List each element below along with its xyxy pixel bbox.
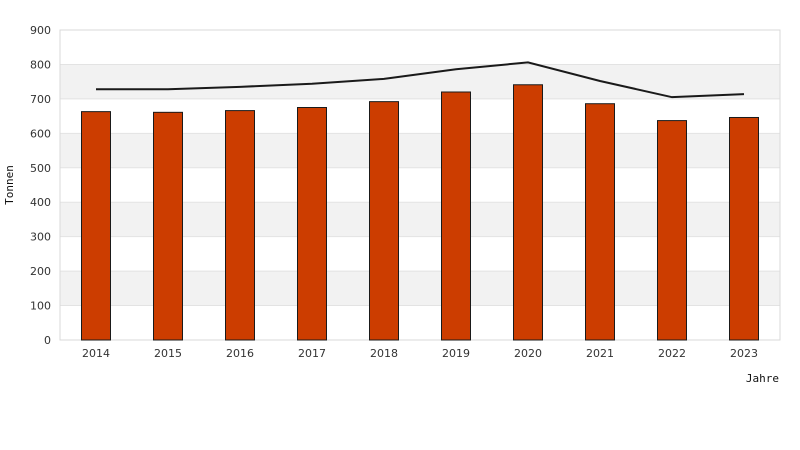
x-axis-ticks: 2014 2015 2016 2017 2018 2019 2020 2021 2022 2023 <box>82 347 758 360</box>
bar <box>225 110 255 341</box>
y-tick-label: 800 <box>30 58 51 71</box>
bar <box>657 120 687 341</box>
grid-band <box>60 64 780 99</box>
y-tick-label: 500 <box>30 162 51 175</box>
line-series <box>96 61 745 99</box>
bar <box>513 84 543 341</box>
x-axis-title: Jahre <box>746 372 779 385</box>
y-tick-label: 100 <box>30 300 51 313</box>
bar <box>369 101 399 341</box>
y-axis-title: Tonnen <box>3 165 16 205</box>
plot-frame <box>59 29 781 341</box>
bar <box>297 107 327 341</box>
x-tick-label: 2022 <box>658 347 686 360</box>
x-tick-label: 2017 <box>298 347 326 360</box>
bar <box>153 111 183 341</box>
y-tick-label: 0 <box>44 334 51 347</box>
y-tick-label: 700 <box>30 93 51 106</box>
x-tick-label: 2019 <box>442 347 470 360</box>
x-tick-label: 2020 <box>514 347 542 360</box>
bar-series <box>81 84 759 341</box>
y-tick-label: 300 <box>30 231 51 244</box>
x-tick-label: 2023 <box>730 347 758 360</box>
bar <box>441 91 471 341</box>
bar <box>729 116 759 341</box>
x-tick-label: 2021 <box>586 347 614 360</box>
x-tick-label: 2018 <box>370 347 398 360</box>
y-tick-label: 900 <box>30 24 51 37</box>
grid-band <box>60 30 780 65</box>
x-tick-label: 2016 <box>226 347 254 360</box>
y-axis-ticks: 0 100 200 300 400 500 600 700 800 900 <box>30 24 51 347</box>
x-tick-label: 2015 <box>154 347 182 360</box>
y-tick-label: 400 <box>30 196 51 209</box>
x-tick-label: 2014 <box>82 347 110 360</box>
y-tick-label: 600 <box>30 127 51 140</box>
bar <box>81 111 111 341</box>
y-tick-label: 200 <box>30 265 51 278</box>
bar <box>585 103 615 341</box>
